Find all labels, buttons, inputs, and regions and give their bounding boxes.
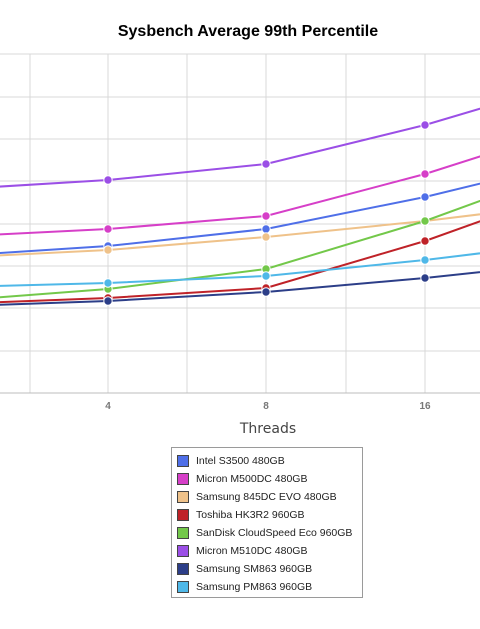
legend-swatch [177,527,189,539]
series-line [0,182,480,254]
data-point [420,169,430,179]
data-point [103,278,113,288]
data-point [261,224,271,234]
x-tick-label: 4 [105,401,111,412]
legend: Intel S3500 480GB Micron M500DC 480GB Sams… [171,447,363,598]
legend-swatch [177,545,189,557]
series-layer [0,107,480,306]
series-7 [0,271,480,306]
data-point [261,232,271,242]
series-line [0,220,480,304]
legend-item: Samsung PM863 960GB [172,578,362,596]
legend-label: Micron M500DC 480GB [196,473,308,485]
series-8 [0,252,480,288]
legend-swatch [177,509,189,521]
data-point [420,255,430,265]
legend-item: Micron M510DC 480GB [172,542,362,560]
data-point [103,175,113,185]
data-point [261,159,271,169]
data-point [420,273,430,283]
legend-item: Samsung SM863 960GB [172,560,362,578]
series-4 [0,220,480,304]
x-axis-title: Threads [239,421,296,437]
data-point [420,216,430,226]
legend-item: Intel S3500 480GB [172,452,362,470]
legend-label: Micron M510DC 480GB [196,545,308,557]
series-line [0,155,480,236]
data-point [103,245,113,255]
x-tick-label: 8 [263,401,269,412]
legend-swatch [177,455,189,467]
data-point [261,287,271,297]
legend-label: Samsung 845DC EVO 480GB [196,491,337,503]
legend-label: SanDisk CloudSpeed Eco 960GB [196,527,353,539]
data-point [420,120,430,130]
series-2 [0,155,480,236]
data-point [103,224,113,234]
x-axis-ticks: 4 8 16 [105,401,431,412]
series-line [0,107,480,188]
series-6 [0,107,480,188]
legend-swatch [177,473,189,485]
data-point [261,211,271,221]
data-point [420,236,430,246]
legend-item: SanDisk CloudSpeed Eco 960GB [172,524,362,542]
legend-label: Intel S3500 480GB [196,455,285,467]
legend-swatch [177,563,189,575]
data-point [261,271,271,281]
data-point [103,296,113,306]
series-1 [0,182,480,254]
legend-label: Samsung SM863 960GB [196,563,313,575]
x-tick-label: 16 [419,401,431,412]
legend-item: Micron M500DC 480GB [172,470,362,488]
legend-label: Toshiba HK3R2 960GB [196,509,305,521]
legend-swatch [177,491,189,503]
chart-title: Sysbench Average 99th Percentile [118,23,378,40]
legend-swatch [177,581,189,593]
legend-item: Samsung 845DC EVO 480GB [172,488,362,506]
data-point [420,192,430,202]
legend-label: Samsung PM863 960GB [196,581,313,593]
legend-item: Toshiba HK3R2 960GB [172,506,362,524]
